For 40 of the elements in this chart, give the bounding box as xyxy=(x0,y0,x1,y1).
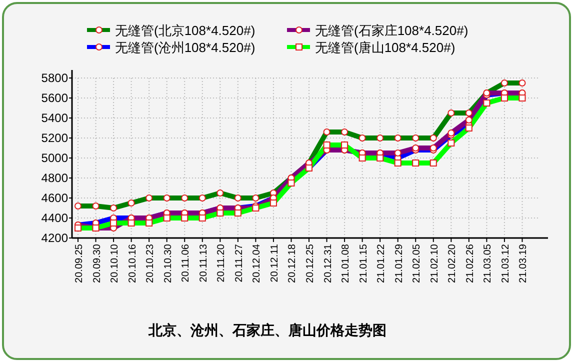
y-tick-label: 5400 xyxy=(41,111,68,125)
legend-label: 无缝管(北京108*4.520#) xyxy=(115,23,256,38)
x-tick-label: 21.03.12 xyxy=(500,244,512,283)
x-tick-label: 20.12.18 xyxy=(287,244,298,283)
y-tick-label: 4600 xyxy=(41,191,68,205)
legend-label: 无缝管(沧州108*4.520#) xyxy=(115,40,256,55)
x-tick-label: 21.02.05 xyxy=(412,244,423,283)
y-tick-label: 5000 xyxy=(41,151,68,165)
x-tick-label: 21.02.20 xyxy=(447,244,458,283)
x-tick-label: 20.11.20 xyxy=(216,244,228,282)
x-tick-label: 20.11.13 xyxy=(198,244,210,282)
x-tick-label: 20.09.30 xyxy=(92,244,103,283)
x-tick-label: 20.09.25 xyxy=(74,244,85,283)
x-tick-label: 21.02.10 xyxy=(429,244,440,283)
x-tick-label: 20.12.11 xyxy=(269,244,280,282)
x-tick-label: 20.10.16 xyxy=(127,244,138,283)
x-tick-label: 20.10.23 xyxy=(145,244,156,283)
y-tick-label: 5600 xyxy=(41,91,68,105)
y-tick-label: 4800 xyxy=(41,171,68,185)
x-tick-label: 21.03.05 xyxy=(482,244,494,283)
x-tick-label: 21.01.15 xyxy=(358,244,370,283)
x-tick-label: 21.01.08 xyxy=(340,244,352,283)
x-tick-label: 21.01.22 xyxy=(376,244,388,283)
legend-label: 无缝管(唐山108*4.520#) xyxy=(315,40,456,55)
y-tick-label: 5200 xyxy=(41,131,68,145)
y-tick-label: 4400 xyxy=(41,211,68,225)
x-tick-label: 20.12.04 xyxy=(252,244,263,283)
x-tick-label: 20.12.31 xyxy=(322,244,334,283)
y-tick-label: 5800 xyxy=(41,71,68,85)
x-tick-label: 21.02.26 xyxy=(464,244,476,283)
x-tick-label: 20.11.27 xyxy=(234,244,245,282)
legend-label: 无缝管(石家庄108*4.520#) xyxy=(315,23,468,38)
x-tick-label: 20.11.06 xyxy=(180,244,192,282)
x-tick-label: 21.01.29 xyxy=(394,244,405,283)
x-tick-label: 20.10.30 xyxy=(162,244,174,283)
x-tick-label: 21.03.19 xyxy=(518,244,530,283)
x-tick-label: 20.10.10 xyxy=(110,244,121,283)
x-tick-label: 20.12.25 xyxy=(305,244,316,283)
text: 北京、沧州、石家庄、唐山价格走势图 xyxy=(148,322,386,338)
y-tick-label: 4200 xyxy=(41,231,68,245)
